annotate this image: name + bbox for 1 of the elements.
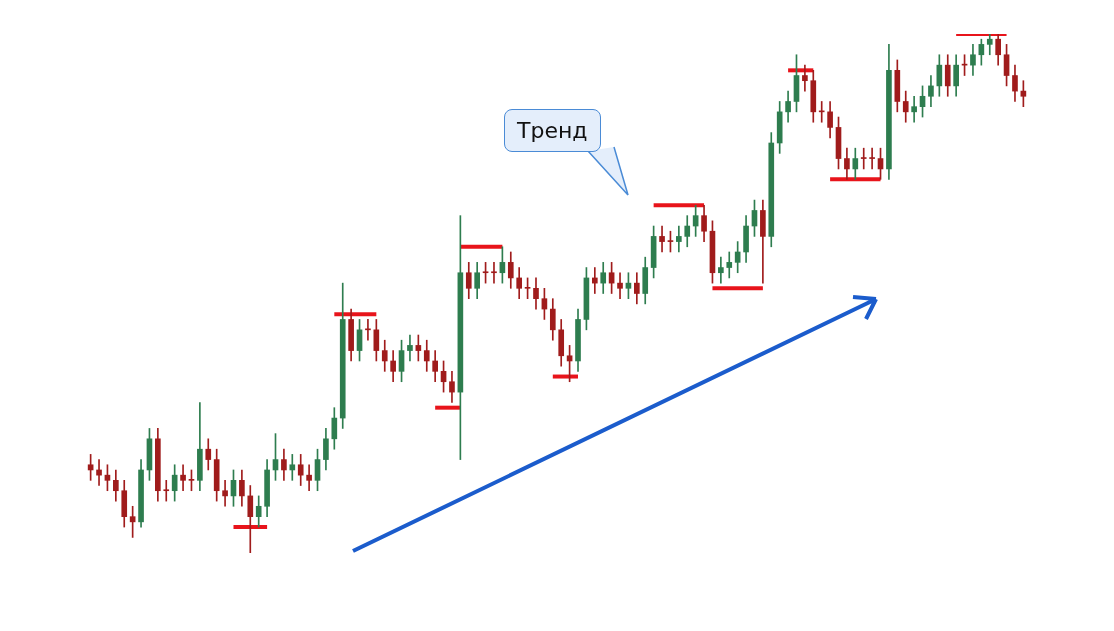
annotation: Тренд — [504, 109, 601, 152]
